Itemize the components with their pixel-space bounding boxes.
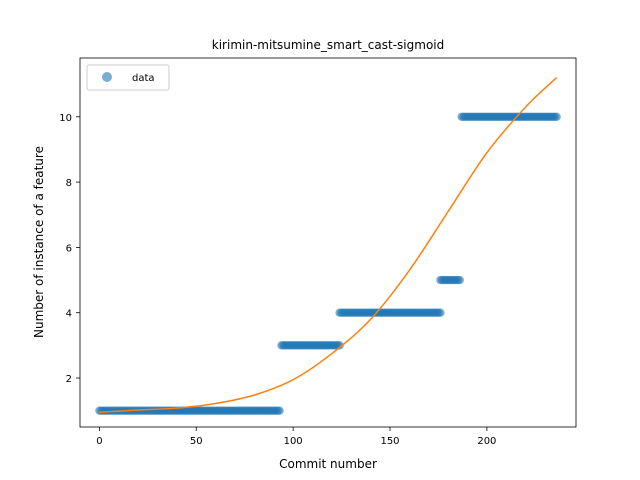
x-tick-label: 50: [190, 436, 203, 447]
legend-label-data: data: [132, 73, 155, 84]
x-axis-label: Commit number: [279, 457, 377, 471]
series-points: [95, 112, 561, 415]
x-tick-label: 100: [284, 436, 303, 447]
y-axis-ticks: 2 4 6 8 10: [59, 113, 80, 385]
y-tick-label: 4: [66, 309, 72, 320]
data-point: [335, 341, 344, 350]
legend-box: [86, 64, 170, 91]
x-tick-label: 0: [96, 436, 102, 447]
y-tick-label: 2: [66, 374, 72, 385]
chart-title: kirimin-mitsumine_smart_cast-sigmoid: [212, 38, 444, 52]
plot-content: [95, 77, 561, 415]
x-tick-label: 200: [477, 436, 496, 447]
data-point: [455, 275, 464, 285]
plot-frame: [79, 57, 577, 428]
y-tick-label: 8: [66, 178, 72, 189]
x-axis-ticks: 0 50 100 150 200: [96, 427, 496, 447]
fitted-curve: [99, 77, 558, 414]
data-point: [552, 112, 561, 121]
y-axis-label: Number of instance of a feature: [32, 146, 46, 338]
data-point: [436, 308, 445, 317]
y-tick-label: 6: [66, 243, 72, 254]
legend-marker-data: [102, 72, 112, 82]
legend: data: [86, 64, 170, 91]
y-tick-label: 10: [59, 113, 72, 124]
x-tick-label: 150: [380, 436, 399, 447]
data-point: [275, 406, 284, 415]
